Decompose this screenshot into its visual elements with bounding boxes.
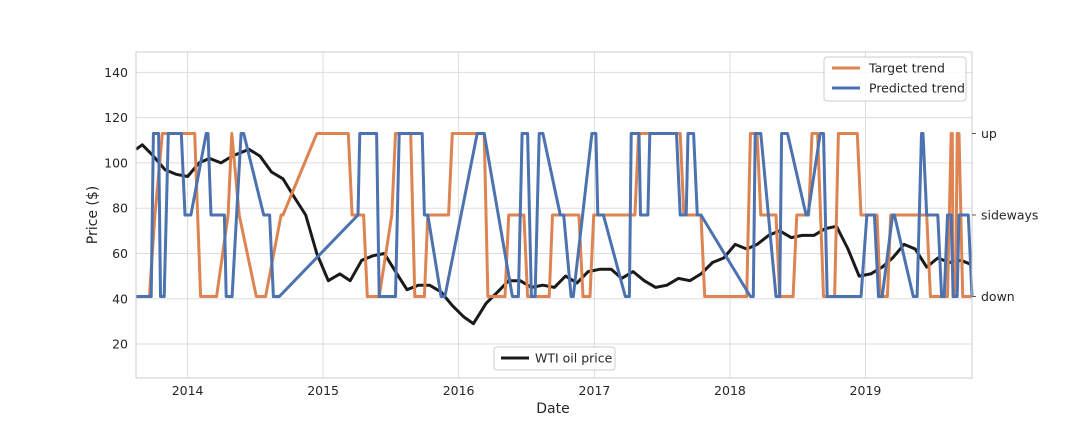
legend-target-label: Target trend bbox=[868, 61, 945, 76]
y-tick-20: 20 bbox=[112, 337, 128, 352]
y-tick-120: 120 bbox=[104, 110, 128, 125]
x-tick-2019: 2019 bbox=[850, 383, 882, 398]
series-predicted-trend bbox=[136, 132, 974, 298]
x-tick-2014: 2014 bbox=[172, 383, 204, 398]
x-tick-2017: 2017 bbox=[579, 383, 611, 398]
y-tick-60: 60 bbox=[112, 246, 128, 261]
y2-tick-up: up bbox=[981, 126, 997, 141]
grid bbox=[136, 52, 972, 378]
x-tick-2018: 2018 bbox=[714, 383, 746, 398]
y-tick-100: 100 bbox=[104, 155, 128, 170]
series-wti-oil-price bbox=[135, 143, 973, 326]
series-layer bbox=[135, 132, 974, 326]
x-tick-2016: 2016 bbox=[443, 383, 475, 398]
y-tick-labels: 20 40 60 80 100 120 140 bbox=[104, 65, 128, 352]
x-axis-title: Date bbox=[536, 401, 569, 417]
legend-price-label: WTI oil price bbox=[535, 351, 613, 366]
y-tick-140: 140 bbox=[104, 65, 128, 80]
secondary-y-tick-labels: up sideways down bbox=[972, 126, 1038, 304]
y-tick-40: 40 bbox=[112, 291, 128, 306]
legend-predicted-label: Predicted trend bbox=[869, 81, 965, 96]
legend-trend: Target trend Predicted trend bbox=[823, 56, 967, 102]
legend-price-box bbox=[493, 346, 616, 371]
y2-tick-sideways: sideways bbox=[981, 208, 1038, 223]
y-tick-80: 80 bbox=[112, 201, 128, 216]
y2-tick-down: down bbox=[981, 289, 1015, 304]
y-axis-title: Price ($) bbox=[85, 186, 101, 244]
x-tick-2015: 2015 bbox=[307, 383, 339, 398]
x-tick-labels: 2014 2015 2016 2017 2018 2019 bbox=[172, 383, 882, 398]
legend-price: WTI oil price bbox=[493, 346, 616, 371]
